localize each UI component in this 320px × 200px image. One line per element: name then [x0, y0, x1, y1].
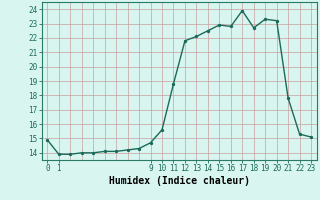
X-axis label: Humidex (Indice chaleur): Humidex (Indice chaleur) — [109, 176, 250, 186]
